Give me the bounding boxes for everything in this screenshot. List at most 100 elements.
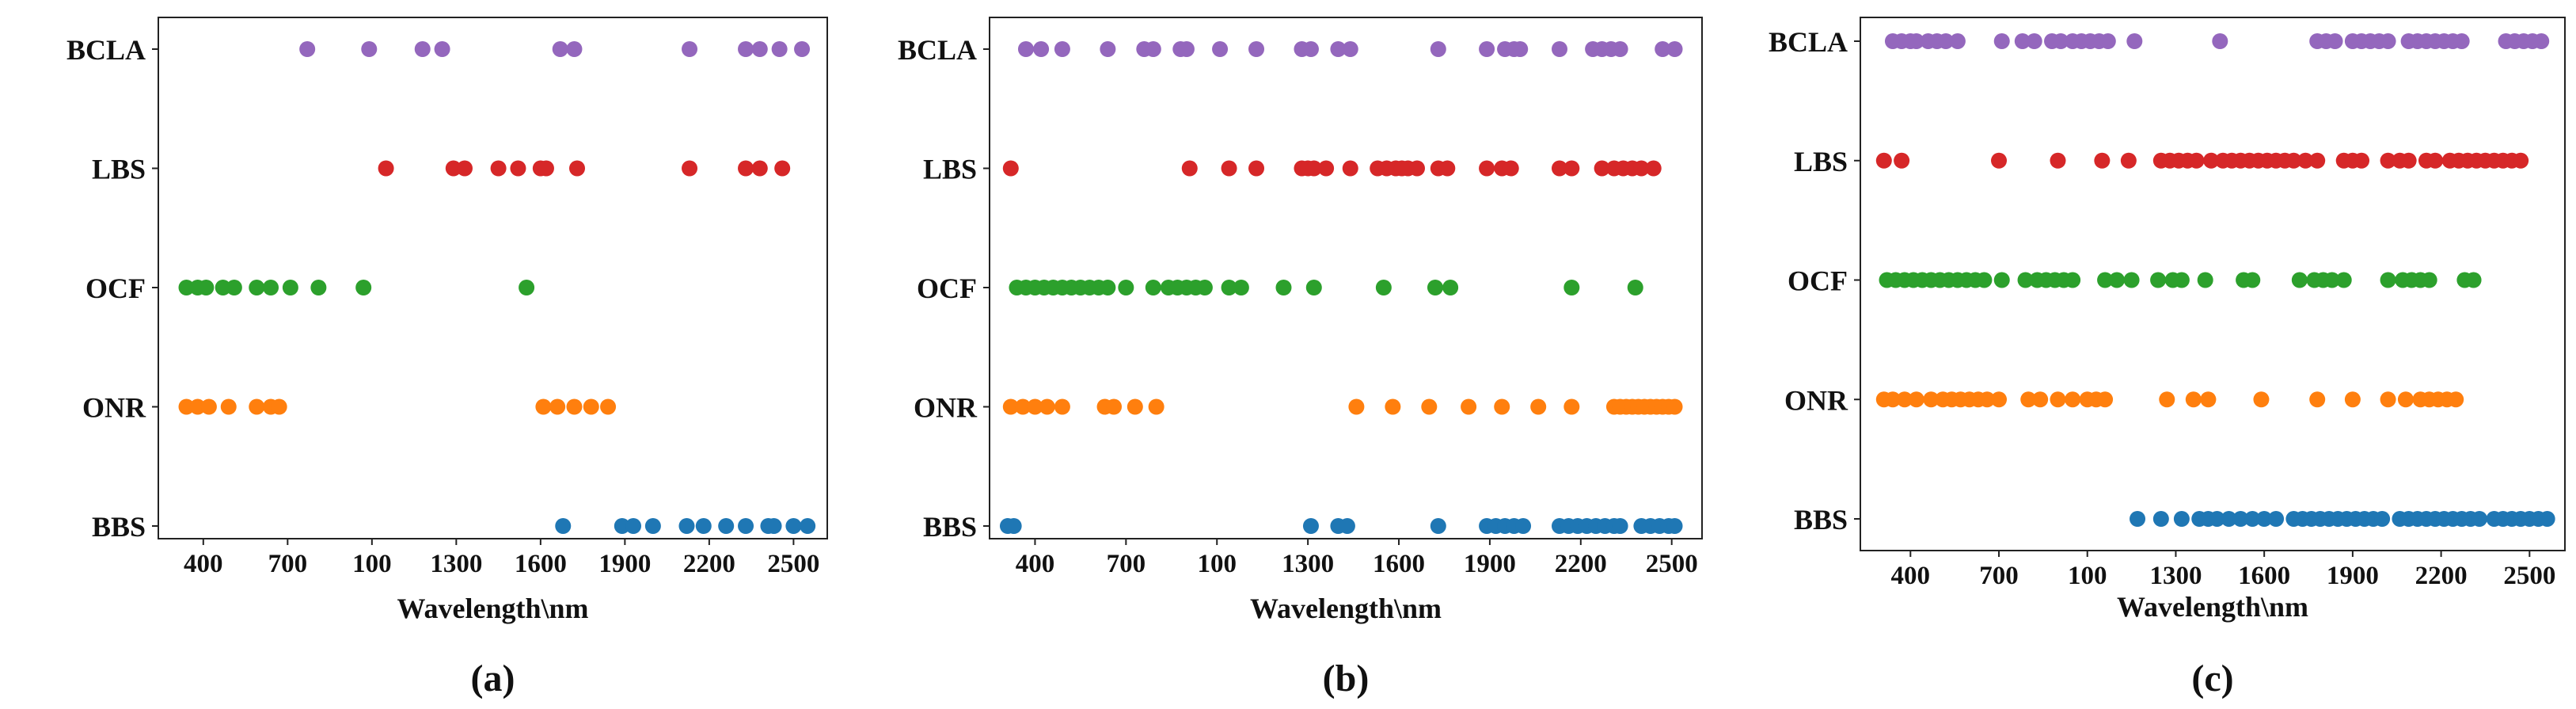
data-point-bcla (2380, 33, 2396, 49)
chart-panel-3: BCLA LBS OCF ONR BBS 400 700 100 1300 1600 1900 220… (1769, 17, 2566, 699)
data-point-lbs (1552, 160, 1567, 177)
data-point-bcla (1302, 41, 1319, 57)
data-point-bbs (2256, 511, 2273, 527)
data-point-bcla (1512, 41, 1529, 57)
data-point-ocf (2017, 272, 2034, 288)
data-point-onr (1991, 391, 2008, 408)
data-point-ocf (310, 280, 327, 295)
data-point-bcla (1937, 33, 1954, 49)
data-point-bcla (2126, 33, 2143, 49)
data-point-onr (2185, 391, 2202, 408)
data-point-bcla (2453, 33, 2470, 49)
data-point-bbs (1302, 518, 1319, 534)
data-point-bbs (2244, 511, 2261, 527)
data-point-bcla (1949, 33, 1966, 49)
data-point-bbs (766, 518, 782, 534)
plot-frame (1860, 17, 2566, 551)
data-point-onr (2253, 391, 2270, 408)
data-point-bcla (2533, 33, 2550, 49)
data-point-bcla (434, 41, 450, 57)
data-point-bcla (1552, 41, 1567, 57)
data-point-bbs (2539, 511, 2555, 527)
data-point-ocf (282, 280, 298, 295)
data-point-ocf (1100, 280, 1116, 295)
y-tick-label: BBS (923, 511, 977, 543)
y-tick-label: BCLA (898, 34, 977, 66)
data-point-ocf (355, 280, 372, 295)
data-point-bbs (2268, 511, 2285, 527)
data-point-onr (549, 398, 566, 415)
panel-label: (c) (2191, 658, 2233, 699)
y-tick-label: OCF (917, 273, 977, 304)
plot-frame (989, 17, 1703, 539)
data-point-bbs (2374, 511, 2391, 527)
data-point-onr (249, 398, 265, 415)
data-point-lbs (1318, 160, 1335, 177)
data-point-bbs (695, 518, 712, 534)
x-tick-label: 100 (352, 550, 392, 578)
data-point-lbs (1409, 160, 1425, 177)
data-point-lbs (2354, 152, 2370, 169)
data-point-bcla (361, 41, 378, 57)
x-tick-label: 2200 (683, 550, 735, 578)
data-point-onr (2309, 391, 2326, 408)
y-tick-label: LBS (923, 154, 977, 185)
data-point-lbs (1002, 160, 1019, 177)
data-point-bcla (566, 41, 583, 57)
x-tick-label: 700 (268, 550, 308, 578)
data-point-lbs (2120, 152, 2137, 169)
x-tick-label: 1300 (430, 550, 482, 578)
data-point-bcla (1178, 41, 1195, 57)
data-point-ocf (198, 280, 215, 295)
data-point-ocf (2108, 272, 2125, 288)
data-point-bcla (2014, 33, 2031, 49)
y-tick-label: BCLA (66, 34, 146, 66)
data-point-lbs (2297, 152, 2314, 169)
x-tick-label: 700 (1107, 550, 1146, 578)
data-point-lbs (1633, 160, 1650, 177)
data-point-bcla (771, 41, 788, 57)
data-point-ocf (1196, 280, 1213, 295)
y-tick-label: BCLA (1769, 26, 1848, 58)
data-point-onr (1385, 398, 1401, 415)
data-point-onr (1884, 391, 1901, 408)
x-axis-label: Wavelength\nm (2117, 591, 2308, 623)
data-point-lbs (569, 160, 586, 177)
data-point-lbs (1221, 160, 1237, 177)
data-point-bbs (2152, 511, 2169, 527)
data-point-bbs (1515, 518, 1532, 534)
data-point-lbs (1479, 160, 1495, 177)
data-point-onr (220, 398, 237, 415)
y-tick-label: OCF (1788, 265, 1848, 297)
data-point-ocf (2244, 272, 2261, 288)
data-point-lbs (1503, 160, 1519, 177)
data-point-bcla (1017, 41, 1034, 57)
data-point-ocf (1442, 280, 1459, 295)
x-axis-label: Wavelength\nm (397, 593, 588, 624)
data-point-ocf (226, 280, 242, 295)
data-point-bcla (299, 41, 316, 57)
data-point-bcla (2026, 33, 2042, 49)
data-point-lbs (2285, 152, 2302, 169)
panel-label: (b) (1323, 658, 1370, 699)
data-point-ocf (1627, 280, 1643, 295)
data-point-bcla (1212, 41, 1229, 57)
data-point-lbs (2400, 152, 2417, 169)
y-tick-label: ONR (914, 392, 978, 424)
data-point-onr (1896, 391, 1913, 408)
x-tick-label: 1600 (1373, 550, 1425, 578)
data-point-onr (2065, 391, 2081, 408)
data-point-lbs (490, 160, 507, 177)
data-point-lbs (2427, 152, 2444, 169)
data-point-ocf (519, 280, 535, 295)
data-point-bbs (738, 518, 754, 534)
data-point-onr (2159, 391, 2175, 408)
data-point-onr (2097, 391, 2114, 408)
data-point-bcla (1908, 33, 1924, 49)
data-point-onr (2050, 391, 2066, 408)
data-point-lbs (2050, 152, 2066, 169)
data-point-onr (1979, 391, 1996, 408)
chart-panel-1: BCLA LBS OCF ONR BBS 400 700 100 1300 1600 1900 220… (66, 17, 828, 699)
data-point-bcla (682, 41, 698, 57)
data-point-ocf (2150, 272, 2167, 288)
